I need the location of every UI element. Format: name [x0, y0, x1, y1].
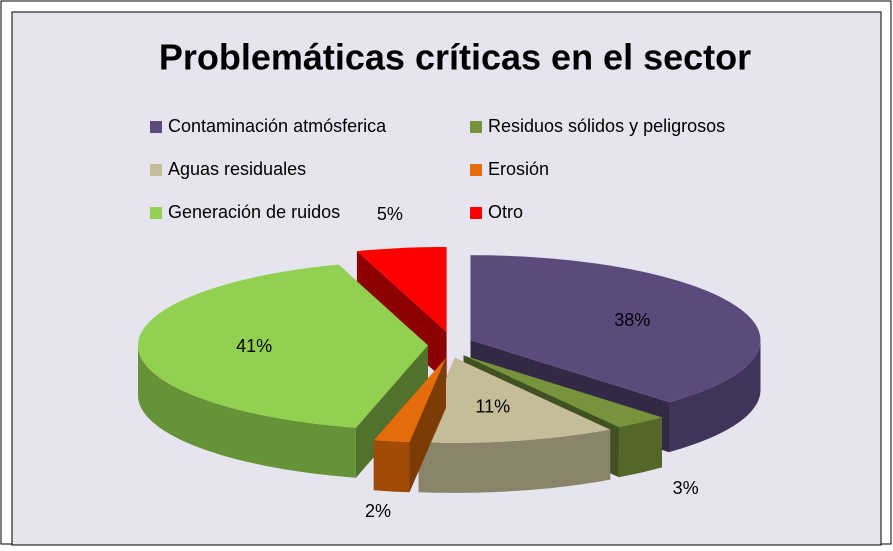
legend-swatch — [470, 164, 482, 176]
slice-top — [373, 358, 446, 443]
data-label: 5% — [377, 204, 403, 224]
slice-top — [470, 255, 761, 403]
legend-label: Erosión — [488, 159, 549, 179]
data-label: 38% — [614, 310, 650, 330]
slice-top — [418, 357, 611, 443]
slice-side — [618, 417, 662, 478]
slice-side — [138, 345, 356, 478]
legend-swatch — [150, 121, 162, 133]
data-label: 2% — [365, 501, 391, 521]
slice-top — [138, 264, 428, 428]
slice-side — [418, 429, 611, 493]
legend-swatch — [470, 207, 482, 219]
data-label: 11% — [475, 396, 510, 416]
legend-swatch — [150, 207, 162, 219]
legend-label: Otro — [488, 202, 523, 222]
slice-side — [669, 340, 761, 453]
legend-label: Aguas residuales — [168, 159, 306, 179]
slice-top — [463, 355, 662, 428]
data-label: 41% — [236, 336, 272, 356]
legend-swatch — [150, 164, 162, 176]
chart-title: Problemáticas críticas en el sector — [159, 37, 751, 78]
legend-label: Generación de ruidos — [168, 202, 340, 222]
slice-side — [373, 440, 410, 493]
legend-swatch — [470, 121, 482, 133]
pie-slice — [373, 358, 446, 493]
legend-label: Contaminación atmósferica — [168, 116, 387, 136]
data-label: 3% — [673, 478, 699, 498]
legend-label: Residuos sólidos y peligrosos — [488, 116, 725, 136]
slice-top — [356, 247, 447, 332]
